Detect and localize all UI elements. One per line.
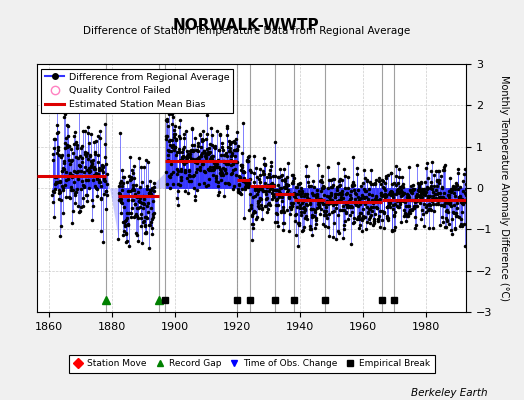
Y-axis label: Monthly Temperature Anomaly Difference (°C): Monthly Temperature Anomaly Difference (… (499, 75, 509, 301)
Text: NORWALK-WWTP: NORWALK-WWTP (173, 18, 320, 33)
Text: Berkeley Earth: Berkeley Earth (411, 388, 487, 398)
Legend: Station Move, Record Gap, Time of Obs. Change, Empirical Break: Station Move, Record Gap, Time of Obs. C… (69, 355, 434, 373)
Legend: Difference from Regional Average, Quality Control Failed, Estimated Station Mean: Difference from Regional Average, Qualit… (41, 69, 233, 113)
Text: Difference of Station Temperature Data from Regional Average: Difference of Station Temperature Data f… (83, 26, 410, 36)
